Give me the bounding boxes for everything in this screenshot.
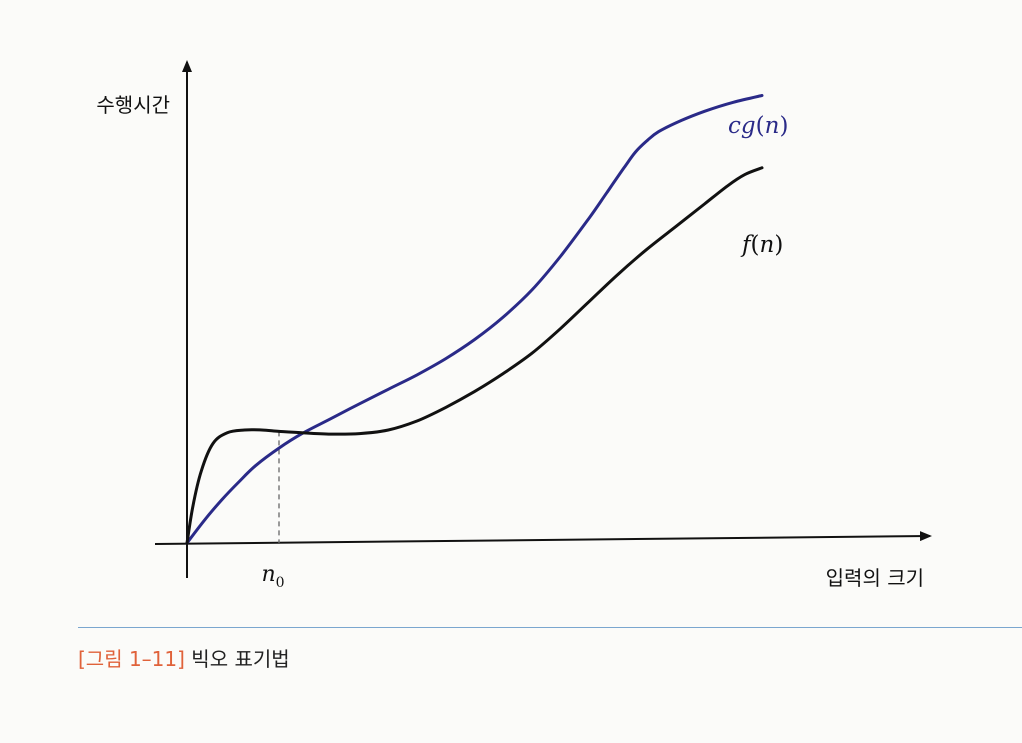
caption-rule <box>78 627 1022 628</box>
caption-number: [그림 1–11] <box>78 647 185 671</box>
n0-label: n0 <box>261 562 284 591</box>
x-axis <box>154 531 932 545</box>
f-curve <box>185 166 764 545</box>
cg-label: cg(n) <box>728 113 788 139</box>
caption-title: 빅오 표기법 <box>191 647 290 671</box>
figure-caption: [그림 1–11] 빅오 표기법 <box>78 643 290 672</box>
x-axis-label: 입력의 크기 <box>826 566 924 590</box>
n0-label-n: n <box>261 562 275 587</box>
y-axis-label: 수행시간 <box>96 93 170 117</box>
n0-label-subscript: 0 <box>276 575 285 591</box>
cg-curve <box>185 94 764 545</box>
f-label: f(n) <box>740 232 783 258</box>
